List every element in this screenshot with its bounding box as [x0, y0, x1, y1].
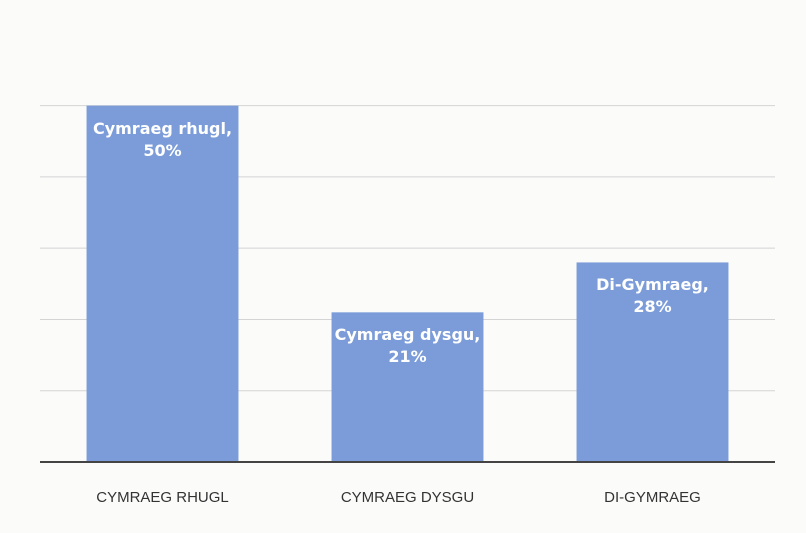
data-label: Cymraeg dysgu, 21%	[334, 325, 481, 367]
data-label-box: Cymraeg rhugl, 50%	[92, 118, 233, 160]
bar	[86, 105, 239, 463]
bar	[331, 312, 484, 462]
data-label-box: Di-Gymraeg, 28%	[596, 275, 709, 317]
x-tick-label: DI-GYMRAEG	[604, 489, 701, 506]
bar	[576, 262, 729, 462]
data-label: Cymraeg rhugl, 50%	[92, 118, 233, 160]
data-label: Di-Gymraeg, 28%	[596, 275, 709, 317]
x-tick-label: CYMRAEG RHUGL	[96, 489, 229, 506]
data-label-box: Cymraeg dysgu, 21%	[334, 325, 481, 367]
x-tick-label: CYMRAEG DYSGU	[341, 489, 474, 506]
